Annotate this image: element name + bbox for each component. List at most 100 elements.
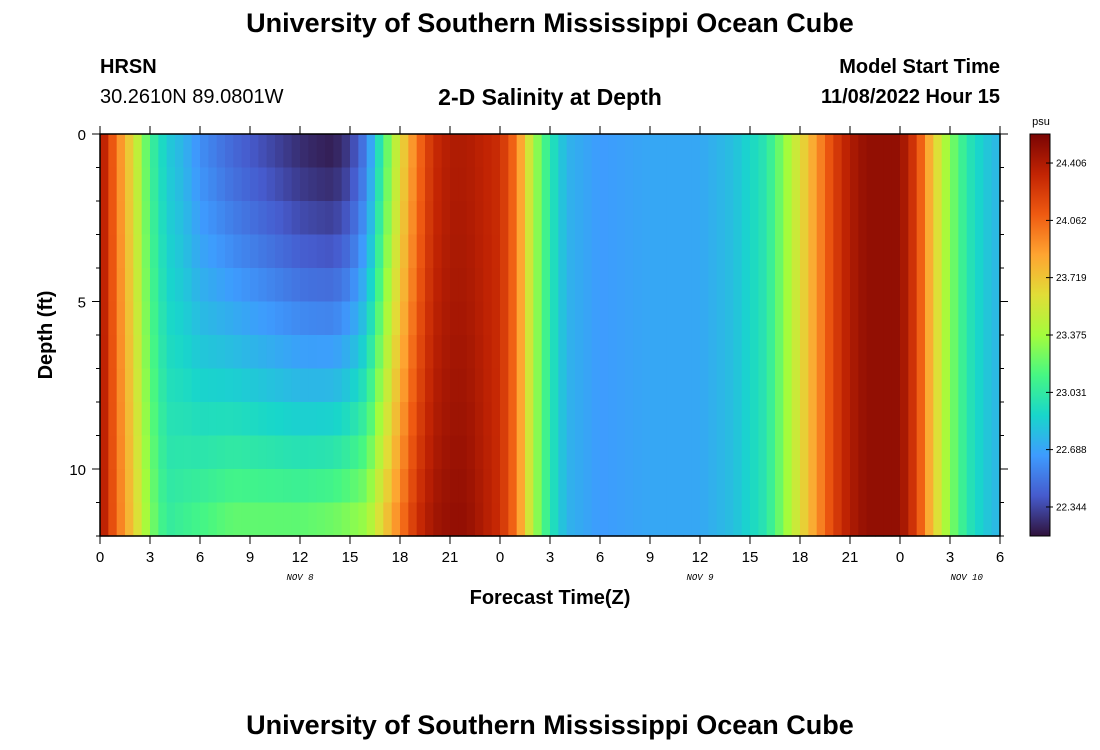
heatmap-cell — [600, 435, 609, 470]
heatmap-cell — [875, 167, 884, 202]
heatmap-cell — [925, 368, 934, 403]
heatmap-cell — [416, 469, 426, 504]
heatmap-cell — [141, 234, 151, 269]
heatmap-cell — [116, 435, 126, 470]
heatmap-cell — [425, 335, 434, 370]
heatmap-cell — [841, 469, 851, 504]
heatmap-cell — [475, 335, 484, 370]
heatmap-cell — [866, 167, 876, 202]
heatmap-cell — [900, 134, 909, 169]
heatmap-cell — [541, 201, 551, 236]
heatmap-cell — [816, 469, 826, 504]
heatmap-cell — [141, 368, 151, 403]
heatmap-cell — [625, 335, 634, 370]
heatmap-cell — [675, 301, 684, 336]
heatmap-cell — [525, 301, 534, 336]
heatmap-cell — [958, 234, 968, 269]
heatmap-cell — [208, 301, 218, 336]
heatmap-cell — [825, 167, 834, 202]
heatmap-cell — [908, 435, 918, 470]
heatmap-cell — [833, 167, 843, 202]
heatmap-cell — [250, 134, 259, 169]
heatmap-cell — [575, 268, 584, 303]
heatmap-cell — [391, 402, 401, 437]
heatmap-cell — [308, 234, 318, 269]
heatmap-cell — [283, 301, 293, 336]
x-tick-label: 6 — [596, 549, 604, 566]
heatmap-cell — [991, 368, 1001, 403]
heatmap-cell — [833, 335, 843, 370]
heatmap-cell — [283, 234, 293, 269]
heatmap-cell — [716, 368, 726, 403]
heatmap-cell — [783, 268, 793, 303]
heatmap-cell — [700, 234, 709, 269]
heatmap-cell — [541, 234, 551, 269]
heatmap-cell — [325, 402, 334, 437]
heatmap-cell — [100, 435, 109, 470]
heatmap-cell — [366, 268, 376, 303]
heatmap-cell — [741, 134, 751, 169]
heatmap-cell — [783, 134, 793, 169]
heatmap-cell — [666, 335, 676, 370]
heatmap-cell — [875, 368, 884, 403]
heatmap-cell — [391, 234, 401, 269]
heatmap-cell — [833, 502, 843, 537]
heatmap-cell — [658, 134, 668, 169]
heatmap-cell — [500, 134, 509, 169]
heatmap-cell — [591, 335, 601, 370]
heatmap-cell — [633, 469, 643, 504]
heatmap-cell — [966, 502, 976, 537]
heatmap-cell — [916, 134, 926, 169]
heatmap-cell — [883, 469, 893, 504]
heatmap-cell — [408, 335, 418, 370]
heatmap-cell — [200, 368, 209, 403]
heatmap-cell — [775, 368, 784, 403]
heatmap-cell — [708, 201, 718, 236]
heatmap-cell — [808, 402, 818, 437]
heatmap-cell — [158, 268, 168, 303]
heatmap-cell — [566, 234, 576, 269]
heatmap-cell — [850, 368, 859, 403]
heatmap-cell — [925, 301, 934, 336]
heatmap-cell — [150, 167, 159, 202]
heatmap-cell — [433, 368, 443, 403]
heatmap-cell — [983, 268, 993, 303]
heatmap-cell — [308, 335, 318, 370]
heatmap-cell — [950, 502, 959, 537]
heatmap-cell — [558, 469, 568, 504]
heatmap-cell — [541, 435, 551, 470]
heatmap-cell — [991, 502, 1001, 537]
heatmap-cell — [350, 167, 359, 202]
heatmap-cell — [458, 301, 468, 336]
heatmap-cell — [141, 402, 151, 437]
heatmap-cell — [300, 435, 309, 470]
heatmap-cell — [333, 167, 343, 202]
heatmap-cell — [616, 301, 626, 336]
heatmap-cell — [266, 402, 276, 437]
heatmap-cell — [708, 368, 718, 403]
heatmap-cell — [525, 469, 534, 504]
heatmap-cell — [391, 301, 401, 336]
heatmap-cell — [258, 368, 268, 403]
heatmap-cell — [225, 502, 234, 537]
heatmap-cell — [400, 201, 409, 236]
heatmap-cell — [350, 469, 359, 504]
heatmap-cell — [158, 234, 168, 269]
heatmap-cell — [983, 301, 993, 336]
heatmap-cell — [466, 469, 476, 504]
heatmap-cell — [841, 502, 851, 537]
heatmap-cell — [733, 402, 743, 437]
heatmap-cell — [575, 502, 584, 537]
heatmap-cell — [633, 167, 643, 202]
heatmap-cell — [483, 368, 493, 403]
heatmap-cell — [675, 402, 684, 437]
heatmap-cell — [116, 167, 126, 202]
heatmap-cell — [108, 368, 118, 403]
heatmap-cell — [733, 234, 743, 269]
heatmap-cell — [725, 469, 734, 504]
heatmap-cell — [575, 368, 584, 403]
heatmap-cell — [216, 201, 226, 236]
heatmap-cell — [141, 134, 151, 169]
heatmap-cell — [491, 268, 501, 303]
heatmap-cell — [183, 234, 193, 269]
